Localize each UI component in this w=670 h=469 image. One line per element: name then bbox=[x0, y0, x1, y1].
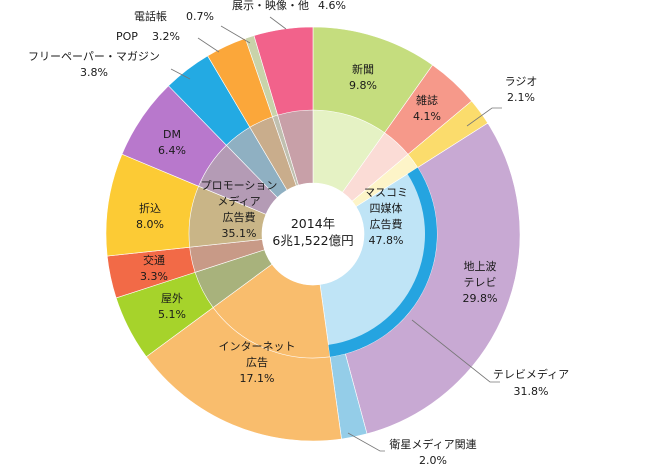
label-tv-media: テレビメディア 31.8% bbox=[493, 367, 569, 398]
label-phone-book: 電話帳 0.7% bbox=[134, 9, 214, 23]
tv-media-arc-band bbox=[328, 167, 437, 357]
svg-text:31.8%: 31.8% bbox=[514, 385, 549, 398]
label-newspaper: 新聞 9.8% bbox=[349, 62, 377, 92]
svg-text:テレビ: テレビ bbox=[464, 276, 497, 289]
svg-text:3.8%: 3.8% bbox=[80, 66, 108, 79]
phone-book-leader bbox=[220, 25, 251, 44]
svg-text:衛星メディア関連: 衛星メディア関連 bbox=[389, 437, 476, 451]
label-magazine: 雑誌 4.1% bbox=[413, 93, 441, 123]
svg-text:折込: 折込 bbox=[139, 201, 161, 215]
svg-text:35.1%: 35.1% bbox=[222, 227, 257, 240]
svg-text:地上波: 地上波 bbox=[464, 260, 497, 273]
svg-text:POP: POP bbox=[116, 30, 138, 43]
label-satellite: 衛星メディア関連 2.0% bbox=[389, 437, 476, 467]
outer-ring bbox=[105, 26, 521, 442]
label-promotion-media: プロモーション メディア 広告費 35.1% bbox=[201, 179, 278, 240]
svg-text:2.0%: 2.0% bbox=[419, 454, 447, 467]
svg-text:雑誌: 雑誌 bbox=[416, 93, 438, 107]
svg-text:6.4%: 6.4% bbox=[158, 144, 186, 157]
center-hole bbox=[262, 183, 364, 285]
free-paper-leader bbox=[170, 68, 191, 80]
label-pop: POP 3.2% bbox=[116, 30, 180, 43]
satellite-leader bbox=[347, 432, 385, 452]
svg-text:四媒体: 四媒体 bbox=[370, 201, 403, 215]
svg-text:2.1%: 2.1% bbox=[507, 91, 535, 104]
svg-text:交通: 交通 bbox=[143, 253, 165, 267]
tv-media-leader bbox=[411, 319, 500, 383]
svg-text:広告費: 広告費 bbox=[370, 217, 403, 231]
label-inserts: 折込 8.0% bbox=[136, 201, 164, 231]
svg-text:フリーペーパー・マガジン: フリーペーパー・マガジン bbox=[28, 50, 160, 63]
svg-text:展示・映像・他: 展示・映像・他 bbox=[232, 0, 309, 12]
svg-text:DM: DM bbox=[163, 128, 181, 141]
svg-text:マスコミ: マスコミ bbox=[364, 186, 408, 199]
svg-text:プロモーション: プロモーション bbox=[201, 179, 278, 192]
svg-text:29.8%: 29.8% bbox=[463, 292, 498, 305]
leader-lines bbox=[170, 16, 502, 452]
label-free-paper: フリーペーパー・マガジン 3.8% bbox=[28, 50, 160, 79]
svg-text:17.1%: 17.1% bbox=[240, 372, 275, 385]
svg-text:3.3%: 3.3% bbox=[140, 270, 168, 283]
svg-text:メディア: メディア bbox=[217, 194, 260, 208]
svg-text:3.2%: 3.2% bbox=[152, 30, 180, 43]
svg-text:9.8%: 9.8% bbox=[349, 79, 377, 92]
center-year: 2014年 bbox=[291, 216, 335, 231]
svg-text:屋外: 屋外 bbox=[161, 292, 183, 305]
label-radio: ラジオ 2.1% bbox=[505, 75, 538, 104]
pop-leader bbox=[197, 37, 220, 53]
label-terrestrial-tv: 地上波 テレビ 29.8% bbox=[463, 260, 498, 305]
radio-leader bbox=[466, 107, 502, 127]
label-outdoor: 屋外 5.1% bbox=[158, 292, 186, 321]
label-transit: 交通 3.3% bbox=[140, 253, 168, 283]
svg-text:テレビメディア: テレビメディア bbox=[493, 367, 569, 381]
exhibition-leader bbox=[269, 16, 287, 30]
label-mass-media: マスコミ 四媒体 広告費 47.8% bbox=[364, 186, 408, 247]
svg-text:広告費: 広告費 bbox=[223, 210, 256, 224]
svg-text:4.1%: 4.1% bbox=[413, 110, 441, 123]
svg-text:47.8%: 47.8% bbox=[369, 234, 404, 247]
svg-text:8.0%: 8.0% bbox=[136, 218, 164, 231]
svg-text:インターネット: インターネット bbox=[219, 340, 296, 353]
tv-media-arc bbox=[328, 167, 437, 357]
label-dm: DM 6.4% bbox=[158, 128, 186, 157]
label-internet: インターネット 広告 17.1% bbox=[219, 340, 296, 385]
svg-text:0.7%: 0.7% bbox=[186, 10, 214, 23]
svg-text:ラジオ: ラジオ bbox=[505, 75, 538, 88]
svg-text:5.1%: 5.1% bbox=[158, 308, 186, 321]
center-total: 6兆1,522億円 bbox=[272, 233, 353, 248]
svg-text:広告: 広告 bbox=[246, 356, 268, 369]
svg-text:新聞: 新聞 bbox=[352, 62, 374, 76]
svg-text:電話帳: 電話帳 bbox=[134, 9, 167, 23]
svg-text:4.6%: 4.6% bbox=[318, 0, 346, 12]
label-exhibition: 展示・映像・他 4.6% bbox=[232, 0, 346, 12]
